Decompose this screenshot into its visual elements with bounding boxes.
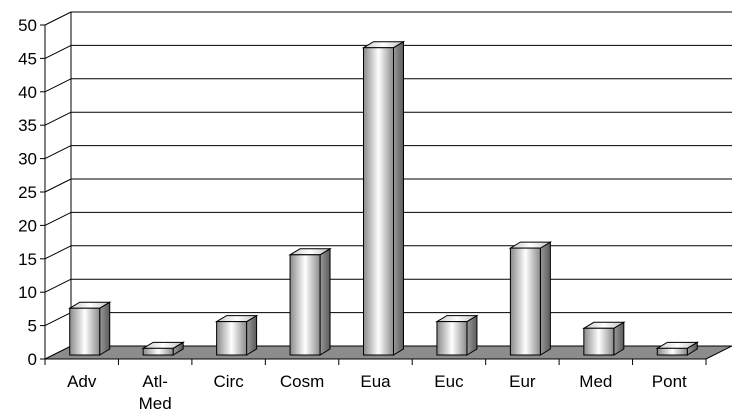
y-tick-label: 5: [28, 317, 37, 336]
y-tick-label: 20: [18, 216, 37, 235]
x-tick-label: Pont: [652, 372, 687, 391]
gridline-depth: [44, 11, 72, 26]
gridline-depth: [44, 312, 72, 327]
bar-front: [69, 307, 101, 356]
bar-front: [363, 47, 394, 356]
bar-front: [656, 347, 688, 356]
x-tick-label: Eur: [509, 372, 536, 391]
bar-front: [289, 254, 321, 356]
bar: [508, 241, 553, 356]
bar-side: [393, 40, 404, 356]
bar-side: [246, 314, 258, 356]
bar-side: [466, 314, 478, 356]
bar-side: [319, 247, 331, 356]
bar: [361, 40, 406, 356]
x-tick-label: Eua: [360, 372, 391, 391]
bar-side: [99, 301, 111, 356]
y-tick-label: 25: [18, 183, 37, 202]
gridline-depth: [44, 44, 72, 59]
y-tick-label: 10: [18, 283, 37, 302]
y-tick-label: 40: [18, 83, 37, 102]
bar: [214, 314, 259, 356]
bar-front: [216, 321, 248, 356]
bar: [435, 314, 479, 356]
y-tick-label: 15: [18, 250, 37, 269]
bar: [141, 341, 185, 356]
bar-side: [539, 241, 551, 356]
gridline-depth: [44, 178, 72, 193]
bar: [582, 321, 626, 356]
y-tick-label: 35: [18, 116, 37, 135]
x-tick-label: Euc: [434, 372, 464, 391]
bar-front: [583, 327, 615, 356]
bar-front: [142, 347, 174, 356]
bars-layer: [67, 40, 700, 356]
x-tick-label: Adv: [67, 372, 97, 391]
bar-front: [436, 321, 468, 356]
gridline-depth: [44, 111, 72, 126]
y-tick-label: 50: [18, 16, 37, 35]
bar: [67, 301, 112, 356]
x-tick-label: Circ: [214, 372, 245, 391]
gridline-depth: [44, 245, 72, 260]
gridline-depth: [44, 278, 72, 293]
x-tick-label: Med: [579, 372, 612, 391]
gridline-depth: [44, 78, 72, 93]
y-tick-label: 0: [28, 350, 37, 369]
axes-layer: [40, 12, 707, 365]
y-tick-label: 30: [18, 150, 37, 169]
gridline-depth: [44, 145, 72, 160]
bar-front: [509, 247, 541, 356]
gridline-depth: [44, 211, 72, 226]
bar: [288, 247, 332, 356]
bar: [655, 341, 700, 356]
x-tick-label: Cosm: [280, 372, 324, 391]
x-tick-label: Atl-Med: [139, 372, 172, 413]
y-tick-label: 45: [18, 49, 37, 68]
labels-layer: 0 5 10 15 20 25 30 35 40 45 50 Adv Atl-Med Circ Cosm Eu…: [18, 16, 687, 413]
